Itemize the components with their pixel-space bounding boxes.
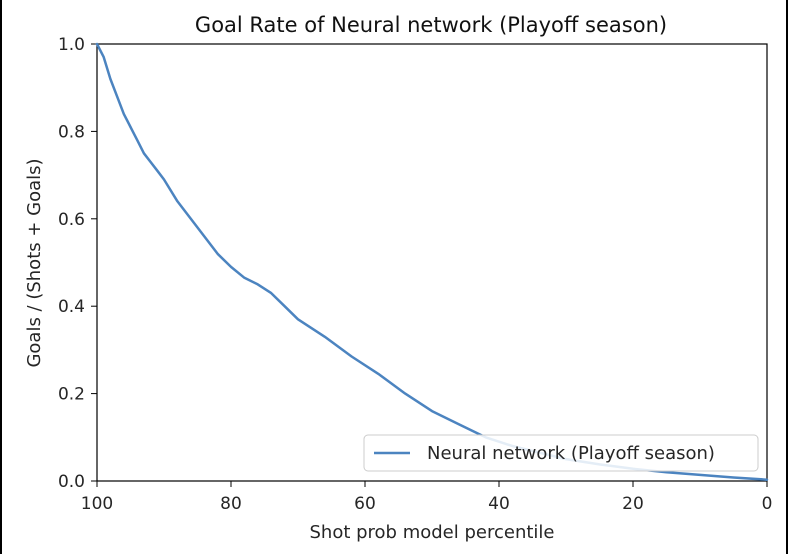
legend-box — [363, 434, 759, 472]
plot-area — [96, 43, 768, 482]
x-tick-label: 0 — [762, 494, 773, 514]
y-tick-label: 0.4 — [58, 297, 85, 317]
x-tick-label: 40 — [488, 494, 510, 514]
x-tick-label: 20 — [622, 494, 644, 514]
y-tick-label: 0.6 — [58, 210, 85, 230]
x-axis-ticks: 100 80 60 40 20 0 — [81, 481, 773, 514]
chart-title: Goal Rate of Neural network (Playoff sea… — [195, 13, 667, 37]
y-axis-label: Goals / (Shots + Goals) — [24, 158, 45, 367]
y-tick-label: 0.8 — [58, 122, 85, 142]
legend-label: Neural network (Playoff season) — [427, 443, 715, 464]
y-tick-label: 0.0 — [58, 472, 85, 492]
x-tick-label: 100 — [81, 494, 113, 514]
y-tick-label: 0.2 — [58, 385, 85, 405]
x-tick-label: 60 — [354, 494, 376, 514]
y-tick-label: 1.0 — [58, 35, 85, 55]
y-axis-ticks: 0.0 0.2 0.4 0.6 0.8 1.0 — [58, 35, 97, 492]
legend: Neural network (Playoff season) — [363, 434, 759, 472]
x-axis-label: Shot prob model percentile — [309, 522, 554, 543]
x-tick-label: 80 — [220, 494, 242, 514]
